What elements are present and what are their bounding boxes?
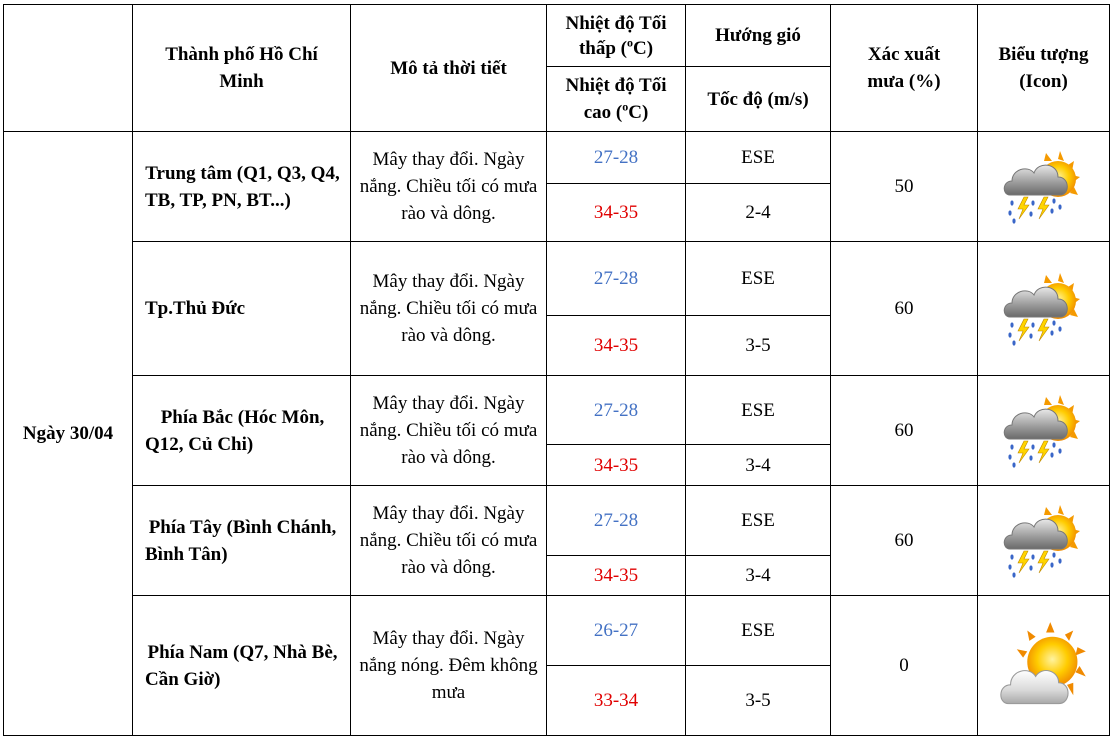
temp-high: 34-35 — [546, 315, 686, 376]
date-cell: Ngày 30/04 — [3, 131, 133, 736]
wind-direction: ESE — [685, 485, 831, 556]
temp-low: 27-28 — [546, 241, 686, 316]
weather-description: Mây thay đổi. Ngày nắng nóng. Đêm không … — [350, 595, 547, 736]
temp-low: 27-28 — [546, 131, 686, 184]
thunderstorm-sun-icon — [1003, 272, 1080, 346]
temp-low: 27-28 — [546, 485, 686, 556]
weather-description: Mây thay đổi. Ngày nắng. Chiều tối có mư… — [350, 241, 547, 376]
area-name: Trung tâm (Q1, Q3, Q4, TB, TP, PN, BT...… — [132, 131, 351, 242]
wind-speed: 3-4 — [685, 555, 831, 596]
area-name: Tp.Thủ Đức — [132, 241, 351, 376]
rain-probability: 50 — [830, 131, 978, 242]
wind-direction: ESE — [685, 595, 831, 666]
temp-high: 33-34 — [546, 665, 686, 736]
header-city: Thành phố Hồ Chí Minh — [132, 4, 351, 132]
weather-icon-cell — [977, 241, 1110, 376]
temp-high: 34-35 — [546, 555, 686, 596]
area-name: Phía Tây (Bình Chánh, Bình Tân) — [132, 485, 351, 596]
corner-cell — [3, 4, 133, 132]
thunderstorm-sun-icon — [1003, 504, 1080, 578]
rain-probability: 60 — [830, 241, 978, 376]
weather-description: Mây thay đổi. Ngày nắng. Chiều tối có mư… — [350, 375, 547, 486]
header-wind-direction: Hướng gió — [685, 4, 831, 67]
header-rain-probability: Xác xuất mưa (%) — [830, 4, 978, 132]
weather-icon-cell — [977, 595, 1110, 736]
weather-icon-cell — [977, 375, 1110, 486]
temp-low: 26-27 — [546, 595, 686, 666]
weather-description: Mây thay đổi. Ngày nắng. Chiều tối có mư… — [350, 485, 547, 596]
temp-low: 27-28 — [546, 375, 686, 445]
header-temp-high: Nhiệt độ Tối cao (oC) — [546, 66, 686, 132]
wind-direction: ESE — [685, 241, 831, 316]
wind-speed: 3-5 — [685, 315, 831, 376]
wind-direction: ESE — [685, 375, 831, 445]
rain-probability: 0 — [830, 595, 978, 736]
sun-cloud-icon — [999, 621, 1086, 704]
area-name: Phía Bắc (Hóc Môn, Q12, Củ Chi) — [132, 375, 351, 486]
thunderstorm-sun-icon — [1003, 150, 1080, 224]
thunderstorm-sun-icon — [1003, 394, 1080, 468]
weather-description: Mây thay đổi. Ngày nắng. Chiều tối có mư… — [350, 131, 547, 242]
weather-icon-cell — [977, 131, 1110, 242]
wind-speed: 3-5 — [685, 665, 831, 736]
temp-high: 34-35 — [546, 183, 686, 242]
header-temp-low: Nhiệt độ Tối thấp (oC) — [546, 4, 686, 67]
rain-probability: 60 — [830, 485, 978, 596]
weather-icon-cell — [977, 485, 1110, 596]
area-name: Phía Nam (Q7, Nhà Bè, Cần Giờ) — [132, 595, 351, 736]
temp-high: 34-35 — [546, 444, 686, 486]
rain-probability: 60 — [830, 375, 978, 486]
wind-speed: 3-4 — [685, 444, 831, 486]
weather-forecast-table: Thành phố Hồ Chí Minh Mô tả thời tiết Nh… — [3, 4, 1110, 736]
header-wind-speed: Tốc độ (m/s) — [685, 66, 831, 132]
header-icon: Biểu tượng (Icon) — [977, 4, 1110, 132]
header-description: Mô tả thời tiết — [350, 4, 547, 132]
wind-direction: ESE — [685, 131, 831, 184]
wind-speed: 2-4 — [685, 183, 831, 242]
